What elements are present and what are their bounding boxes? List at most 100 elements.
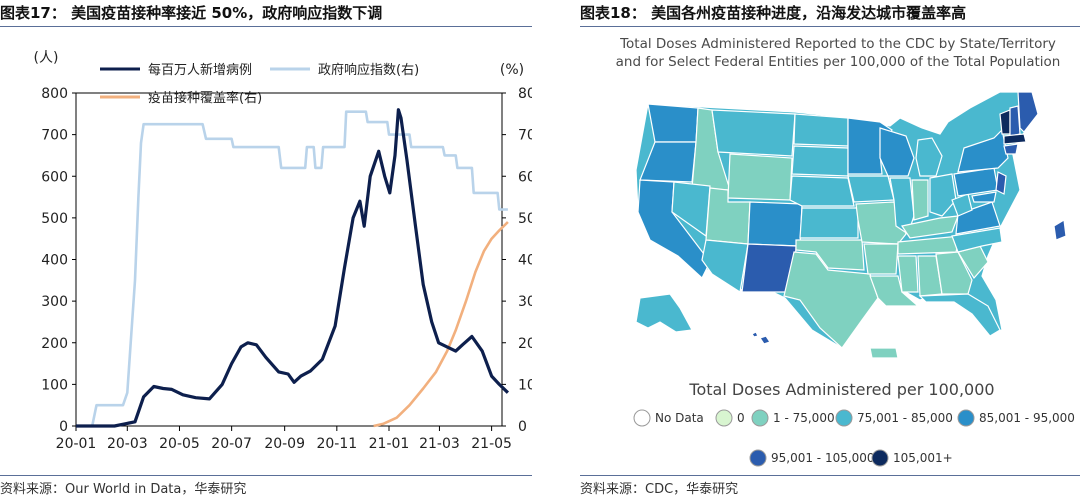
us-vaccination-map: Total Doses Administered Reported to the… (616, 36, 1075, 467)
state-alaska (635, 293, 693, 333)
state-kansas (799, 207, 859, 239)
state-georgia (935, 251, 973, 295)
y-right-tick-label: 50 (518, 211, 532, 227)
covid-line-chart: 0 100 200 300 400 500 600 700 800 0 10 20 30 40 50 60 70… (34, 50, 532, 452)
state-connecticut (1003, 143, 1019, 155)
y-right-tick-label: 30 (518, 294, 532, 310)
state-maine (1017, 91, 1039, 133)
state-west-virginia (951, 193, 973, 217)
y-right-tick-label: 60 (518, 169, 532, 185)
y-right-tick-label: 70 (518, 128, 532, 144)
legend-swatch (871, 449, 889, 467)
state-colorado (747, 201, 803, 247)
x-tick-label: 20-07 (211, 436, 252, 452)
legend-swatch (835, 409, 853, 427)
territory-puerto-rico (869, 347, 899, 359)
map-title-line-1: Total Doses Administered Reported to the… (619, 36, 1056, 52)
x-tick-label: 20-03 (107, 436, 148, 452)
state-new-york (957, 128, 1009, 173)
legend-swatch (749, 449, 767, 467)
y-right-tick-label: 80 (518, 86, 532, 102)
x-tick-label: 21-03 (419, 436, 460, 452)
state-north-dakota (793, 113, 849, 147)
legend-swatch (751, 409, 769, 427)
state-hawaii (751, 331, 771, 345)
state-nebraska (789, 175, 855, 207)
state-kentucky (901, 215, 959, 239)
state-south-dakota (791, 145, 849, 177)
legend-label: 105,001+ (893, 451, 953, 465)
y-right-unit: (%) (500, 62, 524, 78)
map-legend-title: Total Doses Administered per 100,000 (688, 380, 994, 399)
legend-label-2: 疫苗接种覆盖率(右) (148, 90, 262, 106)
legend-swatch (957, 409, 975, 427)
state-ohio (929, 173, 957, 217)
state-vermont (999, 109, 1011, 135)
state-north-carolina (951, 227, 1003, 253)
y-left-tick-label: 500 (41, 211, 68, 227)
y-left-tick-label: 400 (41, 253, 68, 269)
x-tick-label: 20-09 (264, 436, 305, 452)
series-line-1 (76, 110, 508, 428)
state-arizona (701, 239, 749, 293)
state-arkansas (863, 243, 899, 275)
x-tick-label: 21-01 (369, 436, 410, 452)
legend-label-0: 每百万人新增病例 (148, 62, 252, 78)
legend-label: 1 - 75,000 (773, 411, 835, 425)
y-left-tick-label: 200 (41, 336, 68, 352)
y-left-tick-label: 600 (41, 169, 68, 185)
x-tick-label: 20-05 (159, 436, 200, 452)
state-mississippi (897, 255, 919, 293)
territory-marshall-islands (1053, 219, 1067, 241)
state-michigan (915, 137, 943, 177)
figure-18-title: 图表18： 美国各州疫苗接种进度，沿海发达城市覆盖率高 (580, 4, 967, 22)
legend-swatch (715, 409, 733, 427)
x-tick-label: 21-05 (471, 436, 512, 452)
state-florida (918, 293, 1001, 337)
state-iowa (847, 175, 895, 203)
y-left-tick-label: 800 (41, 86, 68, 102)
legend-label: 75,001 - 85,000 (857, 411, 953, 425)
legend-swatch (633, 409, 651, 427)
legend-label: 95,001 - 105,000 (771, 451, 875, 465)
x-tick-label: 20-11 (316, 436, 357, 452)
state-montana (711, 109, 796, 157)
right-panel: 图表18： 美国各州疫苗接种进度，沿海发达城市覆盖率高 Total Doses … (580, 0, 1080, 500)
y-right-tick-label: 0 (518, 419, 527, 435)
map-title-line-2: and for Select Federal Entities per 100,… (616, 54, 1061, 70)
title-divider (580, 26, 1080, 27)
state-virginia (955, 201, 1001, 235)
y-right-tick-label: 40 (518, 253, 532, 269)
legend-label-1: 政府响应指数(右) (318, 62, 419, 78)
state-washington (647, 103, 699, 143)
state-new-jersey (995, 171, 1007, 195)
y-left-tick-label: 100 (41, 377, 68, 393)
figure-17-source: 资料来源：Our World in Data，华泰研究 (0, 482, 247, 497)
x-tick-label: 20-01 (56, 436, 97, 452)
us-states-map (635, 91, 1067, 359)
y-left-tick-label: 700 (41, 128, 68, 144)
y-left-tick-label: 0 (59, 419, 68, 435)
state-indiana (911, 179, 929, 221)
source-divider (580, 475, 1080, 476)
state-maryland (971, 191, 997, 203)
figure-17-title: 图表17： 美国疫苗接种率接近 50%，政府响应指数下调 (0, 4, 383, 22)
y-right-tick-label: 20 (518, 336, 532, 352)
y-left-tick-label: 300 (41, 294, 68, 310)
state-massachusetts (1003, 133, 1027, 145)
state-louisiana (869, 275, 920, 307)
title-divider (0, 26, 532, 27)
legend-label: 85,001 - 95,000 (979, 411, 1075, 425)
y-right-tick-label: 10 (518, 377, 532, 393)
state-wisconsin (879, 127, 915, 177)
state-texas (783, 251, 879, 349)
state-wyoming (727, 153, 793, 201)
series-line-0 (76, 108, 510, 428)
legend-label: No Data (655, 411, 704, 425)
series-line-2 (373, 221, 509, 428)
y-left-unit: (人) (34, 50, 59, 66)
legend-label: 0 (737, 411, 745, 425)
map-legend: No Data 0 1 - 75,000 75,001 - 85,000 85,001 … (633, 409, 1075, 467)
left-panel: 图表17： 美国疫苗接种率接近 50%，政府响应指数下调 0 100 200 300 4… (0, 0, 532, 500)
figure-18-source: 资料来源：CDC，华泰研究 (580, 482, 739, 497)
